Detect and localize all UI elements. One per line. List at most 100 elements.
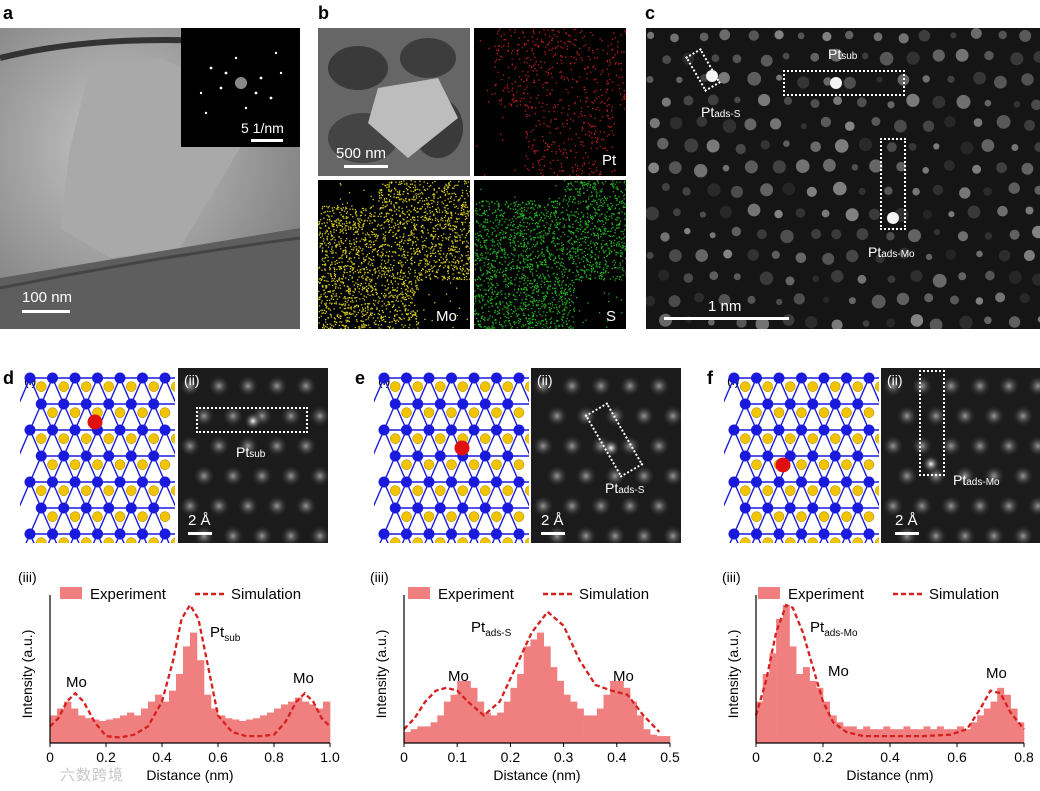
eds-dot xyxy=(547,303,550,305)
eds-dot xyxy=(536,233,538,235)
eds-dot xyxy=(382,207,384,209)
eds-dot xyxy=(343,266,345,268)
eds-dot xyxy=(570,232,572,234)
eds-dot xyxy=(344,225,347,227)
eds-dot xyxy=(340,214,342,216)
eds-dot xyxy=(490,239,492,241)
eds-dot xyxy=(474,324,476,326)
eds-dot xyxy=(610,230,612,232)
eds-dot xyxy=(444,276,446,278)
eds-dot xyxy=(564,302,566,304)
eds-dot xyxy=(404,324,406,327)
eds-dot xyxy=(341,324,343,326)
eds-dot xyxy=(598,174,600,176)
eds-dot xyxy=(341,255,343,257)
eds-dot xyxy=(388,220,390,222)
eds-dot xyxy=(611,146,614,148)
eds-dot xyxy=(461,189,464,192)
eds-dot xyxy=(479,278,482,281)
eds-dot xyxy=(353,227,355,229)
eds-dot xyxy=(416,315,418,317)
eds-dot xyxy=(406,286,408,288)
eds-dot xyxy=(572,262,574,265)
eds-dot xyxy=(319,298,321,300)
eds-dot xyxy=(579,168,581,170)
eds-dot xyxy=(489,272,491,274)
eds-dot xyxy=(560,287,562,289)
eds-dot xyxy=(496,200,498,203)
eds-dot xyxy=(361,238,363,240)
eds-dot xyxy=(619,252,622,254)
eds-dot xyxy=(595,242,597,244)
eds-dot xyxy=(621,202,623,204)
eds-dot xyxy=(510,315,512,318)
eds-dot xyxy=(571,86,573,89)
eds-dot xyxy=(597,208,599,211)
eds-dot xyxy=(433,188,435,190)
eds-dot xyxy=(510,280,512,282)
eds-dot xyxy=(553,299,555,301)
eds-dot xyxy=(581,107,583,109)
eds-dot xyxy=(486,326,488,328)
eds-dot xyxy=(590,147,592,149)
eds-dot xyxy=(452,224,454,227)
eds-dot xyxy=(590,251,593,253)
eds-dot xyxy=(447,239,450,241)
eds-dot xyxy=(552,232,554,234)
eds-dot xyxy=(369,314,371,317)
eds-dot xyxy=(344,314,346,316)
eds-dot xyxy=(527,57,529,59)
eds-dot xyxy=(492,327,494,329)
eds-dot xyxy=(430,185,432,187)
eds-dot xyxy=(577,250,579,252)
eds-dot xyxy=(370,259,372,261)
eds-dot xyxy=(534,152,536,154)
eds-dot xyxy=(461,213,463,216)
eds-dot xyxy=(510,203,512,205)
eds-dot xyxy=(435,208,437,211)
eds-dot xyxy=(596,167,598,169)
eds-dot xyxy=(535,212,537,214)
eds-dot xyxy=(342,282,345,285)
eds-dot xyxy=(402,326,405,328)
eds-dot xyxy=(536,227,539,229)
eds-dot xyxy=(384,201,386,203)
eds-dot xyxy=(334,261,336,263)
eds-dot xyxy=(534,301,536,303)
eds-dot xyxy=(458,261,460,263)
eds-dot xyxy=(363,261,365,263)
eds-dot xyxy=(579,32,581,34)
eds-dot xyxy=(536,305,538,307)
eds-dot xyxy=(511,283,514,285)
eds-dot xyxy=(410,257,413,259)
eds-dot xyxy=(546,233,549,235)
eds-dot xyxy=(518,322,520,324)
eds-dot xyxy=(457,278,459,280)
eds-dot xyxy=(565,32,567,34)
eds-dot xyxy=(381,284,383,286)
eds-dot xyxy=(468,269,470,271)
eds-dot xyxy=(586,96,588,99)
eds-dot xyxy=(541,327,544,329)
eds-dot xyxy=(557,216,559,218)
eds-dot xyxy=(578,116,580,118)
eds-dot xyxy=(538,320,540,322)
eds-dot xyxy=(384,296,386,299)
eds-dot xyxy=(561,170,564,172)
eds-dot xyxy=(342,216,344,218)
eds-dot xyxy=(549,284,551,286)
eds-dot xyxy=(360,268,362,271)
eds-dot xyxy=(424,263,427,265)
eds-dot xyxy=(498,45,501,47)
eds-dot xyxy=(403,180,405,182)
eds-dot xyxy=(419,199,421,202)
eds-dot xyxy=(562,258,564,260)
eds-dot xyxy=(546,234,548,236)
eds-dot xyxy=(488,208,491,210)
eds-dot xyxy=(419,259,421,262)
eds-dot xyxy=(519,318,522,321)
diffraction-pattern xyxy=(199,51,283,115)
eds-dot xyxy=(333,278,335,280)
eds-dot xyxy=(601,94,603,96)
eds-dot xyxy=(625,32,626,34)
